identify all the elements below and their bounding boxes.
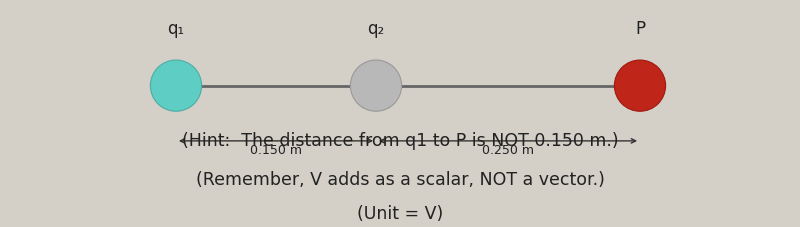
Text: q₁: q₁ [167,20,185,38]
Ellipse shape [150,61,202,112]
Ellipse shape [614,61,666,112]
Text: 0.150 m: 0.150 m [250,143,302,156]
Text: (Hint:  The distance from q1 to P is NOT 0.150 m.): (Hint: The distance from q1 to P is NOT … [182,132,618,150]
Text: 0.250 m: 0.250 m [482,143,534,156]
Text: (Remember, V adds as a scalar, NOT a vector.): (Remember, V adds as a scalar, NOT a vec… [195,170,605,188]
Text: (Unit = V): (Unit = V) [357,205,443,222]
Text: P: P [635,20,645,38]
Ellipse shape [350,61,402,112]
Text: q₂: q₂ [367,20,385,38]
